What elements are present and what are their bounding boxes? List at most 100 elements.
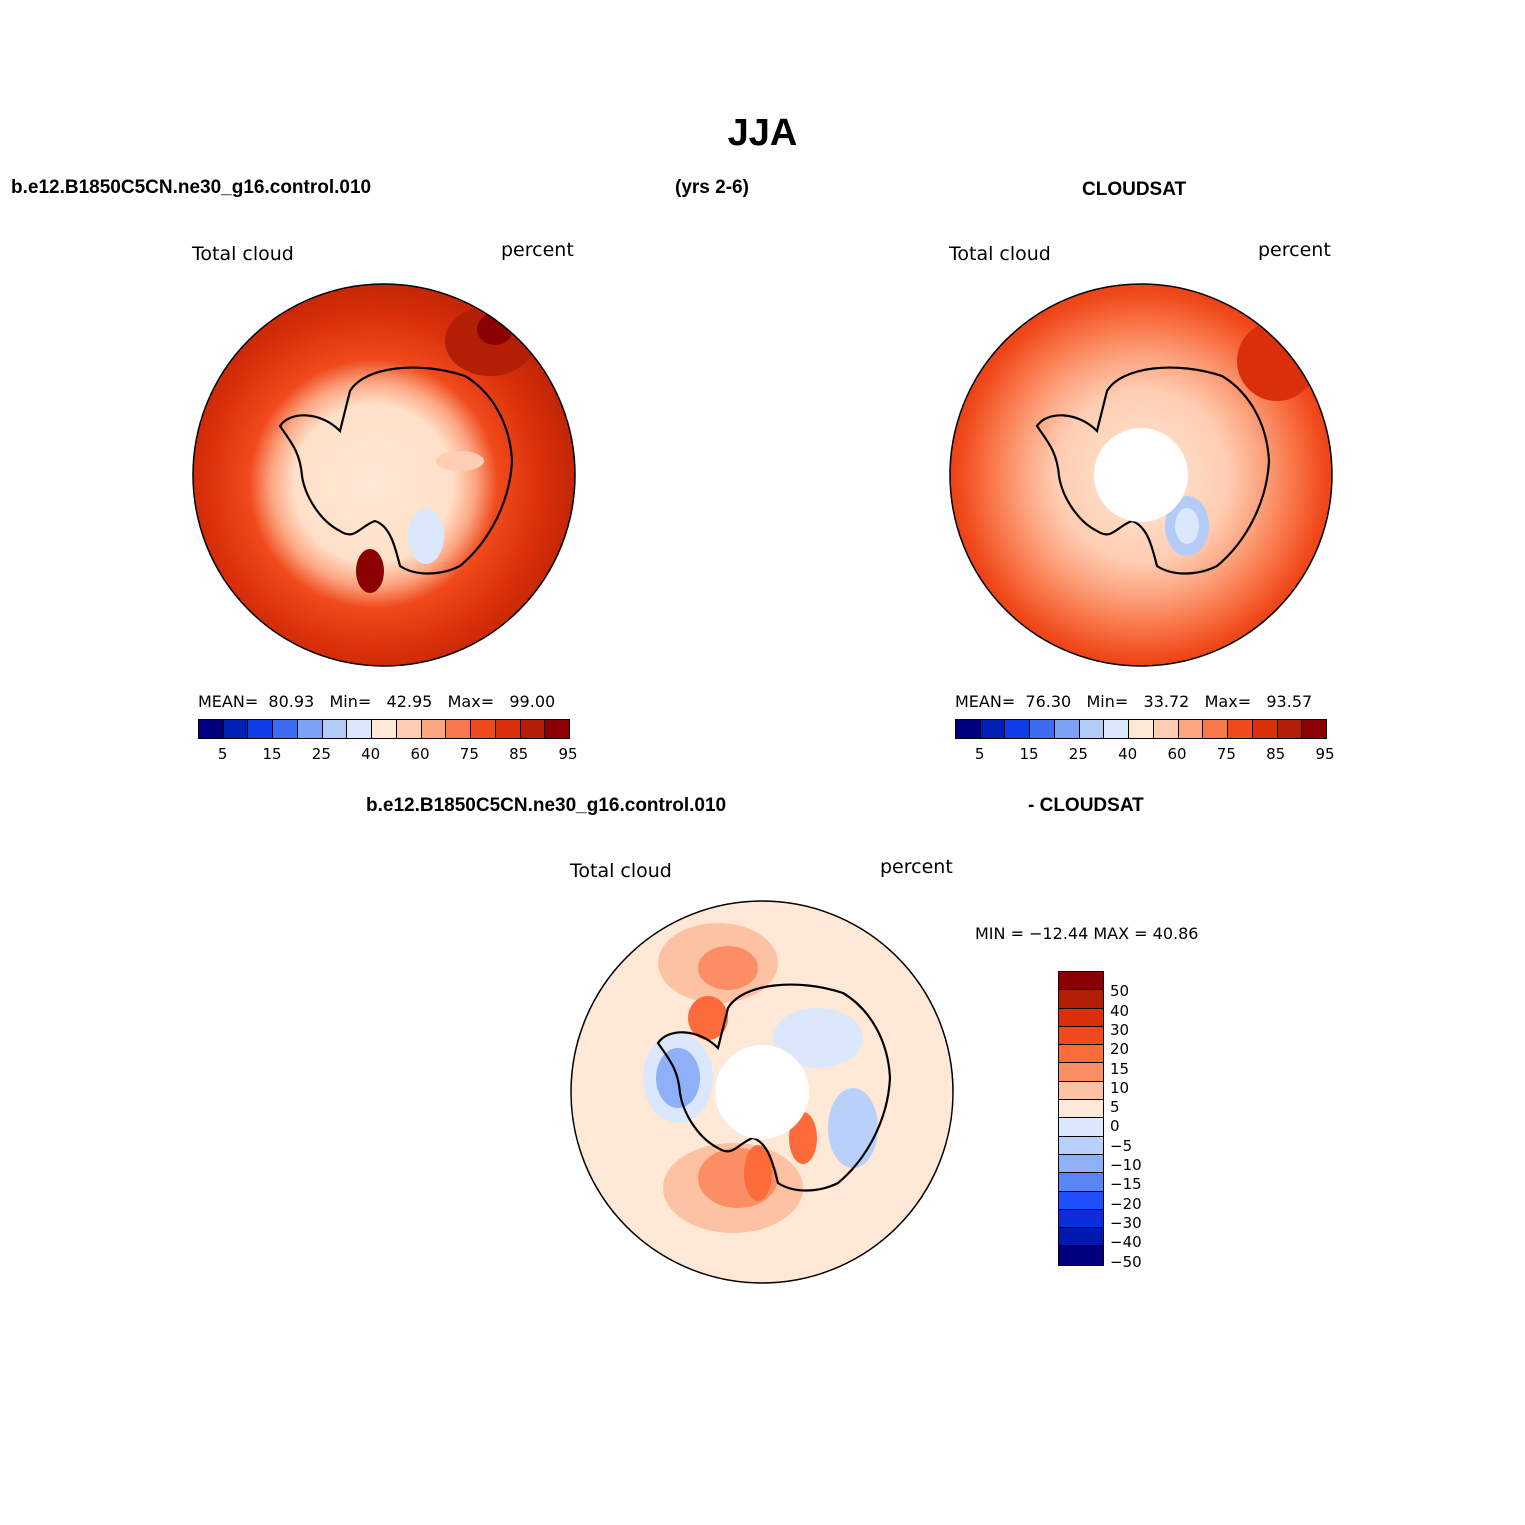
panel1-colorbar-label: 25 <box>311 745 331 763</box>
panel2-colorbar-swatch <box>1203 720 1229 738</box>
panel2-colorbar-label: 85 <box>1266 745 1286 763</box>
panel2-stats: MEAN= 76.30 Min= 33.72 Max= 93.57 <box>955 692 1313 711</box>
panel1-colorbar-swatch <box>520 720 546 738</box>
panel3-variable: Total cloud <box>570 860 672 882</box>
obs-name: CLOUDSAT <box>1082 179 1187 200</box>
panel2-colorbar-label: 60 <box>1167 745 1187 763</box>
panel1-colorbar-label: 15 <box>262 745 282 763</box>
panel1-colorbar-label: 85 <box>509 745 529 763</box>
panel1-colorbar-swatch <box>347 720 373 738</box>
panel2-polar-data-gap <box>1094 428 1188 522</box>
diff-colorbar-swatch <box>1059 1136 1103 1155</box>
panel3-coastline <box>656 983 892 1192</box>
diff-colorbar-swatch <box>1059 1191 1103 1210</box>
panel1-colorbar-swatch <box>322 720 348 738</box>
figure-title: JJA <box>727 112 798 154</box>
diff-colorbar-label: −40 <box>1110 1233 1142 1252</box>
panel3-stats: MIN = −12.44 MAX = 40.86 <box>975 924 1199 943</box>
panel1-colorbar-swatch <box>446 720 472 738</box>
diff-colorbar-label: −5 <box>1110 1136 1133 1155</box>
panel2-variable: Total cloud <box>949 243 1051 265</box>
diff-case-name: b.e12.B1850C5CN.ne30_g16.control.010 <box>366 795 727 816</box>
panel1-colorbar-swatch <box>372 720 397 738</box>
panel2-colorbar-swatch <box>1079 720 1105 738</box>
panel1-units: percent <box>501 239 574 261</box>
diff-colorbar-label: −10 <box>1110 1156 1142 1174</box>
diff-colorbar-swatch <box>1059 972 1103 991</box>
panel1-colorbar-label: 60 <box>410 745 430 763</box>
panel1-colorbar-swatch <box>248 720 274 738</box>
diff-obs-name: - CLOUDSAT <box>1028 795 1144 816</box>
years-label: (yrs 2-6) <box>675 177 749 198</box>
panel1-map <box>192 283 576 667</box>
panel2-colorbar-swatch <box>1302 720 1327 738</box>
diff-colorbar-label: 30 <box>1110 1020 1130 1039</box>
diff-colorbar-label: 10 <box>1110 1078 1130 1097</box>
diff-colorbar-label: 50 <box>1110 982 1130 1001</box>
panel2-colorbar-swatch <box>980 720 1006 738</box>
diff-colorbar-swatch <box>1059 1026 1103 1046</box>
diff-colorbar-label: 15 <box>1110 1059 1130 1078</box>
panel2-colorbar-swatch <box>1104 720 1130 738</box>
panel2-colorbar-swatch <box>1054 720 1080 738</box>
panel3-map <box>570 900 954 1284</box>
panel1-colorbar-label: 5 <box>217 745 228 763</box>
diff-colorbar-label: −15 <box>1110 1175 1142 1194</box>
panel1-colorbar-swatch <box>421 720 447 738</box>
panel2-colorbar-swatch <box>1005 720 1031 738</box>
panel2-colorbar-swatch <box>1178 720 1204 738</box>
diff-colorbar-swatch <box>1059 990 1103 1009</box>
diff-colorbar-label: −30 <box>1110 1213 1142 1232</box>
diff-colorbar-swatch <box>1059 1063 1103 1082</box>
panel1-colorbar-swatch <box>545 720 570 738</box>
panel1-colorbar-swatch <box>297 720 323 738</box>
panel2-colorbar-swatch <box>1252 720 1278 738</box>
panel2-colorbar-swatch <box>1277 720 1303 738</box>
diff-colorbar-label: 20 <box>1110 1040 1130 1059</box>
panel2-colorbar-label: 5 <box>974 745 985 763</box>
panel2-colorbar-label: 75 <box>1216 745 1236 763</box>
panel1-variable: Total cloud <box>192 243 294 265</box>
diff-colorbar-label: 0 <box>1110 1117 1120 1136</box>
panel2-colorbar-swatch <box>1228 720 1253 738</box>
diff-colorbar-label: −50 <box>1110 1252 1142 1271</box>
panel1-colorbar-swatch <box>396 720 422 738</box>
diff-colorbar-swatch <box>1059 1154 1103 1174</box>
panel1-max-patch <box>356 549 384 593</box>
diff-colorbar-swatch <box>1059 1173 1103 1192</box>
diff-colorbar-swatch <box>1059 1100 1103 1119</box>
panel1-colorbar-swatch <box>199 720 224 738</box>
panel2-map <box>949 283 1333 667</box>
diff-colorbar-label: 40 <box>1110 1001 1130 1020</box>
panel1-colorbar-label: 95 <box>558 745 578 763</box>
diff-colorbar-swatch <box>1059 1081 1103 1101</box>
diff-colorbar-swatch <box>1059 1209 1103 1229</box>
panel1-colorbar-swatch <box>471 720 496 738</box>
panel2-colorbar-swatch <box>1030 720 1055 738</box>
panel2-units: percent <box>1258 239 1331 261</box>
case-name: b.e12.B1850C5CN.ne30_g16.control.010 <box>11 177 372 198</box>
diff-colorbar-swatch <box>1059 1246 1103 1265</box>
panel2-colorbar-label: 95 <box>1315 745 1335 763</box>
panel3-polar-data-gap <box>715 1045 809 1139</box>
panel3-units: percent <box>880 856 953 878</box>
panel1-stats: MEAN= 80.93 Min= 42.95 Max= 99.00 <box>198 692 556 711</box>
panel1-colorbar <box>198 719 570 739</box>
diff-colorbar-swatch <box>1059 1008 1103 1027</box>
diff-colorbar-swatch <box>1059 1228 1103 1247</box>
diff-colorbar-label: 5 <box>1110 1098 1120 1117</box>
panel2-colorbar <box>955 719 1327 739</box>
panel2-colorbar-label: 15 <box>1019 745 1039 763</box>
diff-colorbar-swatch <box>1059 1045 1103 1064</box>
panel2-colorbar-swatch <box>1129 720 1154 738</box>
panel1-coastline <box>278 366 514 575</box>
panel1-colorbar-swatch <box>273 720 298 738</box>
panel1-low-cloud-patch <box>408 508 444 564</box>
panel2-colorbar-swatch <box>1153 720 1179 738</box>
panel2-coastline <box>1035 366 1271 575</box>
panel1-colorbar-label: 75 <box>459 745 479 763</box>
diff-colorbar-swatch <box>1059 1118 1103 1137</box>
panel2-colorbar-label: 25 <box>1068 745 1088 763</box>
diff-colorbar-label: −20 <box>1110 1194 1142 1213</box>
panel1-colorbar-label: 40 <box>361 745 381 763</box>
